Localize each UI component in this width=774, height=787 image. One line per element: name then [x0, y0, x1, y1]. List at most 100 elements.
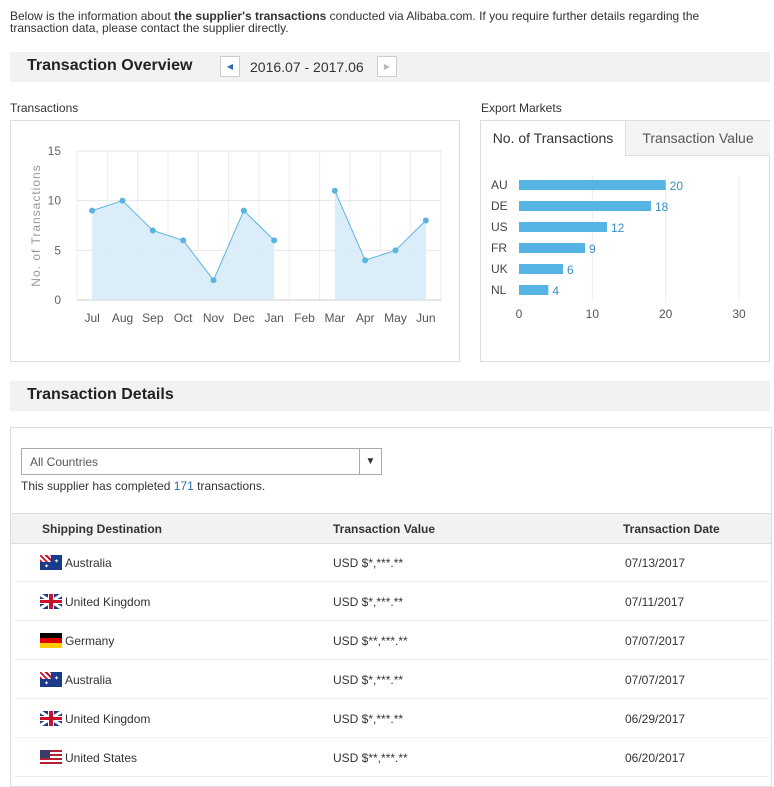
details-header: Transaction Details [10, 381, 770, 411]
bar [519, 243, 585, 253]
row-date: 07/07/2017 [625, 634, 686, 648]
bar-category-label: DE [491, 199, 508, 213]
bar-value-label: 18 [655, 200, 669, 214]
series-line [334, 190, 427, 261]
y-tick-label: 10 [48, 194, 62, 208]
data-point [331, 187, 338, 194]
table-row: ✦ ✦ Australia USD $*,***.** 07/07/2017 [14, 660, 770, 699]
export-markets-chart: 0 10 20 30 AU 20 DE 18 US 12 FR 9 UK 6 NL 4 [491, 176, 746, 321]
data-point [362, 257, 369, 264]
x-tick-label: Nov [203, 311, 224, 325]
row-value: USD $*,***.** [333, 712, 404, 726]
area-fill [334, 190, 426, 300]
transactions-label: Transactions [10, 101, 79, 115]
data-point [119, 197, 126, 204]
row-country: Germany [65, 634, 115, 648]
transactions-chart: 0 5 10 15 No. of Transactions Jul Aug Sep Oct Nov… [29, 144, 442, 325]
y-tick-label: 5 [54, 243, 61, 257]
y-tick-label: 0 [54, 293, 61, 307]
area-fill [92, 200, 275, 300]
x-tick-label: Jan [264, 311, 283, 325]
usa-flag-icon [40, 750, 62, 765]
x-tick-label: Apr [356, 311, 375, 325]
count-post: transactions. [193, 479, 266, 493]
row-value: USD $*,***.** [333, 556, 404, 570]
transactions-chart-box: 0 5 10 15 No. of Transactions Jul Aug Sep Oct Nov… [10, 120, 460, 362]
bar [519, 201, 651, 211]
details-title: Transaction Details [27, 386, 174, 403]
col-transaction-value: Transaction Value [333, 522, 436, 536]
x-tick-label: Jun [416, 311, 435, 325]
bar-value-label: 12 [611, 221, 625, 235]
count-pre: This supplier has completed [21, 479, 174, 493]
bar-value-label: 6 [567, 263, 574, 277]
transaction-count-text: This supplier has completed 171 transact… [21, 479, 265, 493]
x-tick-label: Sep [142, 311, 164, 325]
data-point [210, 277, 217, 284]
x-tick-label: May [384, 311, 407, 325]
bar-category-label: UK [491, 262, 508, 276]
x-tick-label: 0 [516, 307, 523, 321]
row-date: 07/13/2017 [625, 556, 686, 570]
bar [519, 285, 549, 295]
details-box [10, 427, 772, 787]
export-markets-label: Export Markets [481, 101, 562, 115]
bar-value-label: 9 [589, 242, 596, 256]
row-date: 07/07/2017 [625, 673, 686, 687]
bar [519, 222, 607, 232]
bar-category-label: AU [491, 178, 508, 192]
x-tick-label: 30 [732, 307, 746, 321]
export-markets-box: No. of Transactions Transaction Value 0 1… [480, 120, 770, 362]
data-point [89, 207, 96, 214]
table-row: Germany USD $**,***.** 07/07/2017 [14, 621, 770, 660]
uk-flag-icon [40, 711, 62, 726]
x-tick-label: Mar [324, 311, 345, 325]
col-transaction-date: Transaction Date [623, 522, 720, 536]
intro-text: Below is the information about the suppl… [10, 10, 750, 34]
row-country: United States [65, 751, 138, 765]
caret-right-icon: ▶ [383, 62, 391, 71]
tab-no-of-transactions[interactable]: No. of Transactions [481, 121, 625, 156]
intro-bold: the supplier's transactions [174, 9, 327, 23]
bar [519, 264, 563, 274]
row-value: USD $**,***.** [333, 634, 408, 648]
row-country: Australia [65, 673, 112, 687]
y-tick-label: 15 [48, 144, 62, 158]
row-country: United Kingdom [65, 595, 151, 609]
data-point [180, 237, 187, 244]
uk-flag-icon [40, 594, 62, 609]
row-country: Australia [65, 556, 112, 570]
row-country: United Kingdom [65, 712, 151, 726]
table-row: United States USD $**,***.** 06/20/2017 [14, 738, 770, 777]
row-value: USD $*,***.** [333, 673, 404, 687]
period-label: 2016.07 - 2017.06 [250, 59, 364, 75]
caret-left-icon: ◀ [226, 62, 234, 71]
australia-flag-icon: ✦ ✦ [40, 555, 62, 570]
data-point [422, 217, 429, 224]
overview-title: Transaction Overview [27, 57, 193, 74]
row-value: USD $**,***.** [333, 751, 408, 765]
next-period-button[interactable]: ▶ [377, 56, 397, 77]
tab-transaction-value[interactable]: Transaction Value [625, 121, 770, 156]
row-date: 06/20/2017 [625, 751, 686, 765]
country-filter-select[interactable]: All Countries ▼ [21, 448, 382, 475]
x-tick-label: Jul [84, 311, 99, 325]
intro-post: conducted via Alibaba.com. If you requir… [10, 9, 700, 35]
x-tick-label: 20 [659, 307, 673, 321]
x-tick-label: Dec [233, 311, 254, 325]
data-point [392, 247, 399, 254]
bar-category-label: NL [491, 283, 507, 297]
chevron-down-icon[interactable]: ▼ [359, 449, 381, 474]
prev-period-button[interactable]: ◀ [220, 56, 240, 77]
x-tick-label: Oct [174, 311, 193, 325]
data-point [240, 207, 247, 214]
bar-value-label: 20 [670, 179, 684, 193]
bar-value-label: 4 [552, 284, 559, 298]
intro-pre: Below is the information about [10, 9, 175, 23]
data-point [149, 227, 156, 234]
x-tick-label: Aug [112, 311, 133, 325]
table-row: ✦ ✦ Australia USD $*,***.** 07/13/2017 [14, 543, 770, 582]
y-axis-label: No. of Transactions [29, 164, 43, 286]
row-date: 06/29/2017 [625, 712, 686, 726]
bar [519, 180, 666, 190]
